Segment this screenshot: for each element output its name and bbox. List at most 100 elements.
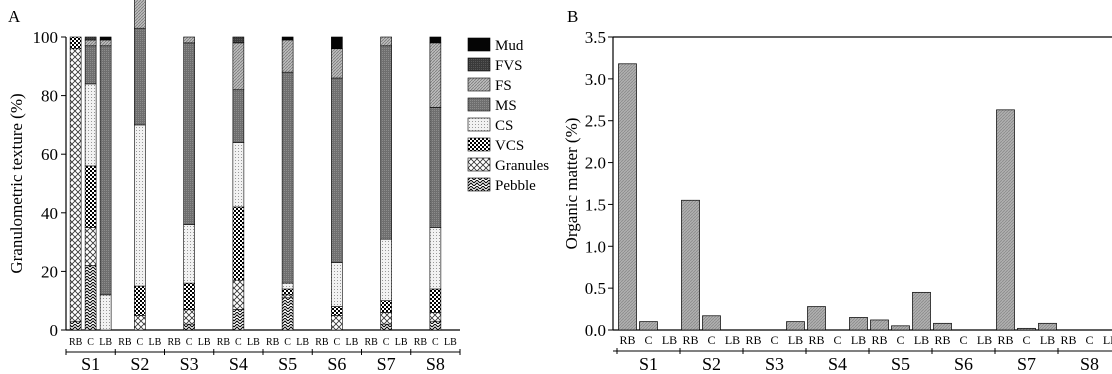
panel-a-position-label: LB	[99, 337, 112, 348]
panel-a-bar-segment-granules	[232, 279, 245, 310]
panel-a-position-label: RB	[217, 337, 231, 348]
panel-a-bar-segment-cs	[232, 142, 245, 208]
panel-a-bar-segment-fs	[331, 48, 343, 79]
panel-a-bar-segment-pebble	[69, 320, 82, 331]
panel-a-bar-segment-ms	[84, 45, 97, 85]
panel-a-site-label: S8	[426, 354, 445, 374]
panel-b-bar	[870, 319, 889, 331]
panel-b-bar	[849, 317, 868, 331]
panel-b-position-label: LB	[1103, 333, 1112, 347]
panel-a-bar-segment-cs	[429, 227, 442, 290]
panel-a-bar-segment-vcs	[84, 165, 97, 228]
panel-b-position-label: RB	[934, 333, 950, 347]
panel-a-position-label: C	[383, 337, 390, 348]
panel-a-position-label: RB	[315, 337, 329, 348]
panel-a-bar-segment-mud	[429, 36, 442, 44]
panel-b-y-tick-label: 1.5	[585, 195, 606, 214]
panel-a-y-tick-label: 40	[41, 204, 58, 223]
panel-a-y-tick-label: 80	[41, 87, 58, 106]
panel-a-position-label: LB	[345, 337, 358, 348]
legend-label-mud: Mud	[495, 38, 524, 54]
panel-a-bar-segment-vcs	[380, 300, 392, 313]
panel-a-bar-segment-fs	[380, 36, 392, 47]
panel-a-bar-segment-vcs	[429, 288, 442, 313]
panel-b-bar	[639, 321, 658, 331]
panel-b-site-label: S2	[702, 354, 721, 374]
panel-a-bar-segment-ms	[232, 89, 245, 143]
panel-b-bar	[681, 199, 700, 331]
legend-label-cs: CS	[495, 118, 513, 134]
panel-a-site-label: S6	[327, 354, 346, 374]
panel-a-bar-segment-cs	[331, 262, 343, 307]
panel-a-bar-segment-pebble	[429, 320, 442, 331]
panel-a-bar-segment-fs	[134, 0, 146, 29]
panel-a-bar-segment-granules	[84, 227, 97, 266]
panel-a-site-label: S1	[81, 354, 100, 374]
legend-swatch-pebble	[467, 177, 491, 192]
panel-a-bar-segment-fs	[281, 39, 294, 73]
panel-a-bar-segment-cs	[183, 224, 195, 284]
panel-a-y-tick-label: 100	[33, 28, 59, 47]
panel-b-y-tick-label: 0.0	[585, 321, 606, 340]
panel-b-position-label: LB	[914, 333, 929, 347]
panel-b-position-label: C	[644, 333, 652, 347]
panel-a: A Granulometric texture (%) 0 20 40 60 80 100 RB…	[7, 0, 549, 374]
panel-a-bar-segment-vcs	[331, 306, 343, 316]
panel-a-position-label: RB	[118, 337, 132, 348]
panel-b-bar	[618, 63, 637, 331]
panel-a-bar-segment-vcs	[281, 288, 294, 296]
panel-a-bar-segment-vcs	[134, 285, 146, 316]
panel-a-bar-segment-fvs	[84, 36, 97, 41]
panel-a-bar-segment-cs	[99, 294, 112, 331]
panel-b-bar	[786, 321, 805, 331]
panel-b-position-label: LB	[788, 333, 803, 347]
panel-a-bar-segment-mud	[99, 36, 112, 41]
panel-a-bar-segment-granules	[429, 312, 442, 322]
panel-a-bar-segment-ms	[281, 71, 294, 284]
panel-a-y-axis-label: Granulometric texture (%)	[7, 93, 26, 273]
panel-a-bar-segment-ms	[99, 45, 112, 296]
legend-label-vcs: VCS	[495, 138, 524, 154]
panel-a-bar-segment-pebble	[183, 323, 195, 331]
legend-swatch-ms	[467, 97, 491, 112]
panel-b-y-tick-label: 0.5	[585, 279, 606, 298]
panel-a-position-label: C	[334, 337, 341, 348]
panel-b-position-label: LB	[851, 333, 866, 347]
panel-b-site-label: S3	[765, 354, 784, 374]
panel-b-y-tick-label: 2.0	[585, 154, 606, 173]
panel-b-site-label: S8	[1080, 354, 1099, 374]
panel-a-bar-segment-granules	[380, 312, 392, 325]
panel-b-bar	[1017, 327, 1036, 331]
panel-a-bar-segment-fs	[232, 42, 245, 91]
panel-b-position-label: RB	[871, 333, 887, 347]
panel-a-bar-segment-pebble	[232, 309, 245, 331]
panel-a-position-label: RB	[414, 337, 428, 348]
panel-a-bar-segment-fs	[84, 39, 97, 47]
panel-a-position-label: LB	[395, 337, 408, 348]
panel-b-position-label: C	[1085, 333, 1093, 347]
panel-a-y-tick-label: 20	[41, 262, 58, 281]
panel-b-bar	[933, 322, 952, 331]
panel-a-bar-segment-granules	[134, 315, 146, 331]
panel-b-letter: B	[567, 7, 578, 26]
panel-b-position-label: C	[1022, 333, 1030, 347]
panel-b-position-label: C	[707, 333, 715, 347]
panel-a-bar-segment-granules	[183, 309, 195, 325]
panel-a-bar-segment-pebble	[281, 297, 294, 331]
legend-label-ms: MS	[495, 98, 517, 114]
panel-a-position-label: RB	[266, 337, 280, 348]
panel-b-position-label: C	[833, 333, 841, 347]
panel-b: B Organic matter (%) 0.0 0.5 1.0 1.5 2.0 2.5 3.0…	[562, 7, 1112, 374]
legend-swatch-fvs	[467, 57, 491, 72]
panel-a-site-label: S3	[180, 354, 199, 374]
panel-a-bar-segment-granules	[281, 294, 294, 299]
panel-a-bar-segment-fvs	[232, 36, 245, 44]
legend-label-fs: FS	[495, 78, 512, 94]
panel-a-bar-segment-vcs	[69, 36, 82, 50]
panel-b-position-label: LB	[662, 333, 677, 347]
panel-a-bar-segment-ms	[331, 77, 343, 263]
panel-a-position-label: C	[87, 337, 94, 348]
panel-a-bar-segment-cs	[84, 83, 97, 167]
panel-a-position-label: C	[432, 337, 439, 348]
